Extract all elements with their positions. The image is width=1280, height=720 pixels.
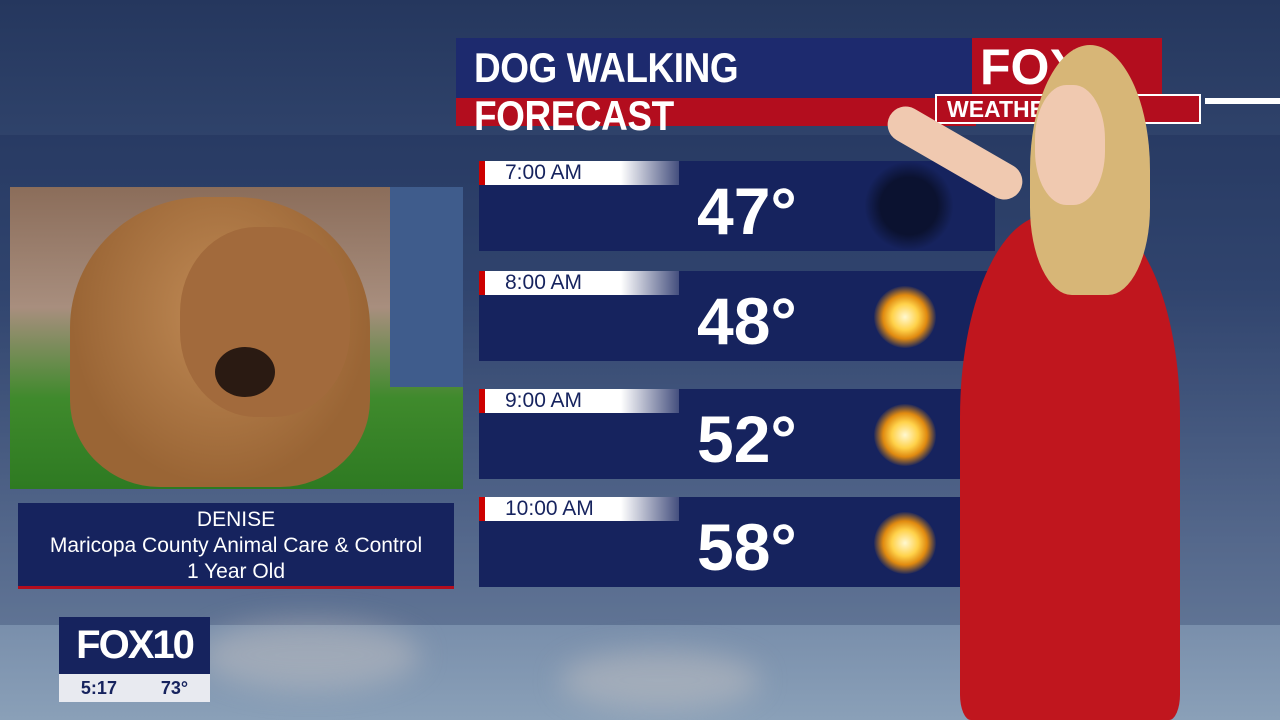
moon-icon bbox=[864, 161, 954, 251]
forecast-temp: 48° bbox=[697, 284, 797, 358]
bug-temp: 73° bbox=[160, 678, 189, 698]
forecast-row: 10:00 AM 58° bbox=[479, 497, 995, 587]
title-banner: DOG WALKING FORECAST bbox=[456, 38, 976, 139]
forecast-time: 10:00 AM bbox=[479, 497, 679, 521]
forecast-temp: 47° bbox=[697, 174, 797, 248]
page-title: DOG WALKING FORECAST bbox=[474, 44, 739, 139]
forecast-temp: 58° bbox=[697, 510, 797, 584]
pet-shelter: Maricopa County Animal Care & Control bbox=[49, 534, 423, 557]
pet-name: DENISE bbox=[196, 508, 276, 531]
dog-photo bbox=[10, 187, 463, 489]
fox10-logo: FOX10 bbox=[59, 617, 210, 674]
station-bug: FOX10 5:17 73° bbox=[59, 617, 210, 702]
forecast-row: 9:00 AM 52° bbox=[479, 389, 995, 479]
forecast-time: 7:00 AM bbox=[479, 161, 679, 185]
forecast-temp: 52° bbox=[697, 402, 797, 476]
forecast-time: 9:00 AM bbox=[479, 389, 679, 413]
pet-age: 1 Year Old bbox=[186, 560, 286, 583]
sun-icon bbox=[874, 286, 936, 348]
forecast-row: 7:00 AM 47° bbox=[479, 161, 995, 251]
divider bbox=[1205, 98, 1280, 104]
sun-icon bbox=[874, 404, 936, 466]
bug-time: 5:17 bbox=[80, 678, 117, 698]
cloud bbox=[560, 650, 760, 710]
forecast-time: 8:00 AM bbox=[479, 271, 679, 295]
meteorologist bbox=[881, 45, 1210, 720]
cloud bbox=[200, 620, 420, 690]
sun-icon bbox=[874, 512, 936, 574]
pet-caption: DENISE Maricopa County Animal Care & Con… bbox=[18, 503, 454, 589]
forecast-row: 8:00 AM 48° bbox=[479, 271, 995, 361]
